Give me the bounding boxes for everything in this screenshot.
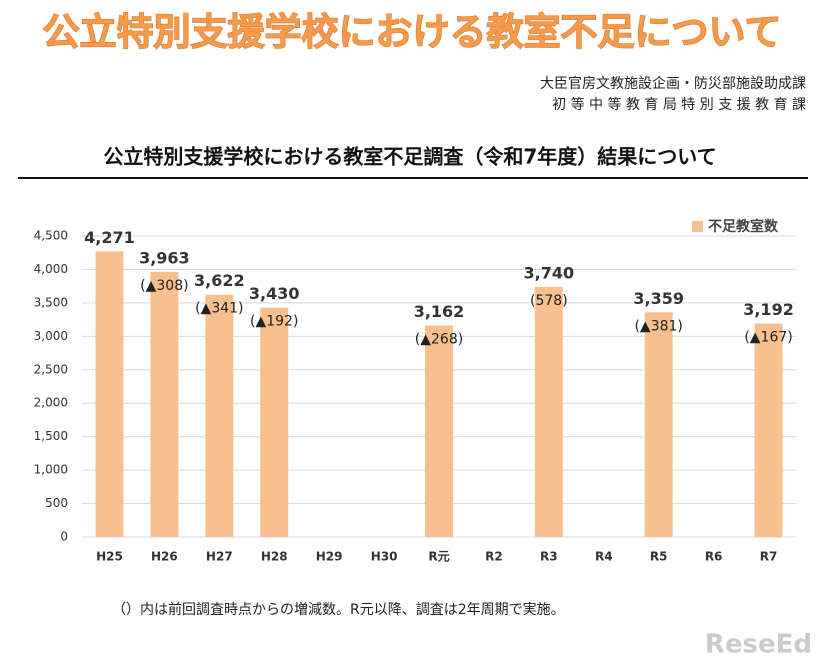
bar <box>644 312 673 537</box>
bar <box>260 307 289 537</box>
x-tick-label: H28 <box>261 550 288 564</box>
y-tick-label: 3,500 <box>34 295 68 309</box>
value-label: 4,271 <box>84 228 135 247</box>
bar <box>95 251 124 537</box>
x-tick-label: R3 <box>540 550 558 564</box>
y-tick-label: 500 <box>45 496 68 510</box>
page-title: 公立特別支援学校における教室不足について <box>43 11 782 54</box>
y-tick-label: 1,000 <box>34 463 68 477</box>
x-tick-label: R6 <box>705 550 723 564</box>
y-tick-label: 3,000 <box>34 329 68 343</box>
bar <box>425 325 453 537</box>
footnote: （）内は前回調査時点からの増減数。R元以降、調査は2年周期で実施。 <box>112 601 565 618</box>
x-tick-label: R4 <box>595 550 613 564</box>
value-label: 3,740 <box>524 263 575 282</box>
y-tick-label: 4,500 <box>34 229 68 243</box>
y-tick-label: 0 <box>60 530 68 544</box>
chart-title: 公立特別支援学校における教室不足調査（令和7年度）結果について <box>103 145 716 169</box>
org-line: 大臣官房文教施設企画・防災部施設助成課 <box>540 75 806 92</box>
value-label: 3,430 <box>249 284 300 303</box>
value-label: 3,162 <box>414 302 465 321</box>
y-tick-label: 2,500 <box>34 362 68 376</box>
value-label: 3,963 <box>139 248 190 267</box>
y-tick-label: 4,000 <box>34 262 68 276</box>
bar <box>534 286 563 537</box>
y-tick-label: 2,000 <box>34 396 68 410</box>
bar <box>754 323 783 537</box>
watermark: ReseEd <box>705 630 812 660</box>
change-label: (▲308) <box>140 278 188 294</box>
change-label: (▲341) <box>195 301 243 317</box>
value-label: 3,192 <box>743 300 794 319</box>
bar <box>150 271 179 537</box>
change-label: (▲192) <box>250 314 298 330</box>
legend-swatch <box>692 221 703 232</box>
x-tick-label: R元 <box>428 550 449 564</box>
y-tick-label: 1,500 <box>34 429 68 443</box>
bar <box>205 294 234 537</box>
legend-label: 不足教室数 <box>708 218 779 235</box>
x-tick-label: H25 <box>96 550 123 564</box>
change-label: (▲381) <box>634 318 682 334</box>
change-label: (▲167) <box>744 329 792 345</box>
change-label: (578) <box>530 293 568 309</box>
value-label: 3,359 <box>633 289 684 308</box>
change-label: (▲268) <box>415 331 463 347</box>
x-tick-label: H27 <box>206 550 233 564</box>
value-label: 3,622 <box>194 271 245 290</box>
x-tick-label: H30 <box>371 550 398 564</box>
x-tick-label: R7 <box>760 550 778 564</box>
x-tick-label: R5 <box>650 550 668 564</box>
x-tick-label: H29 <box>316 550 343 564</box>
x-tick-label: R2 <box>485 550 503 564</box>
org-line: 初 等 中 等 教 育 局 特 別 支 援 教 育 課 <box>552 96 806 113</box>
x-tick-label: H26 <box>151 550 178 564</box>
